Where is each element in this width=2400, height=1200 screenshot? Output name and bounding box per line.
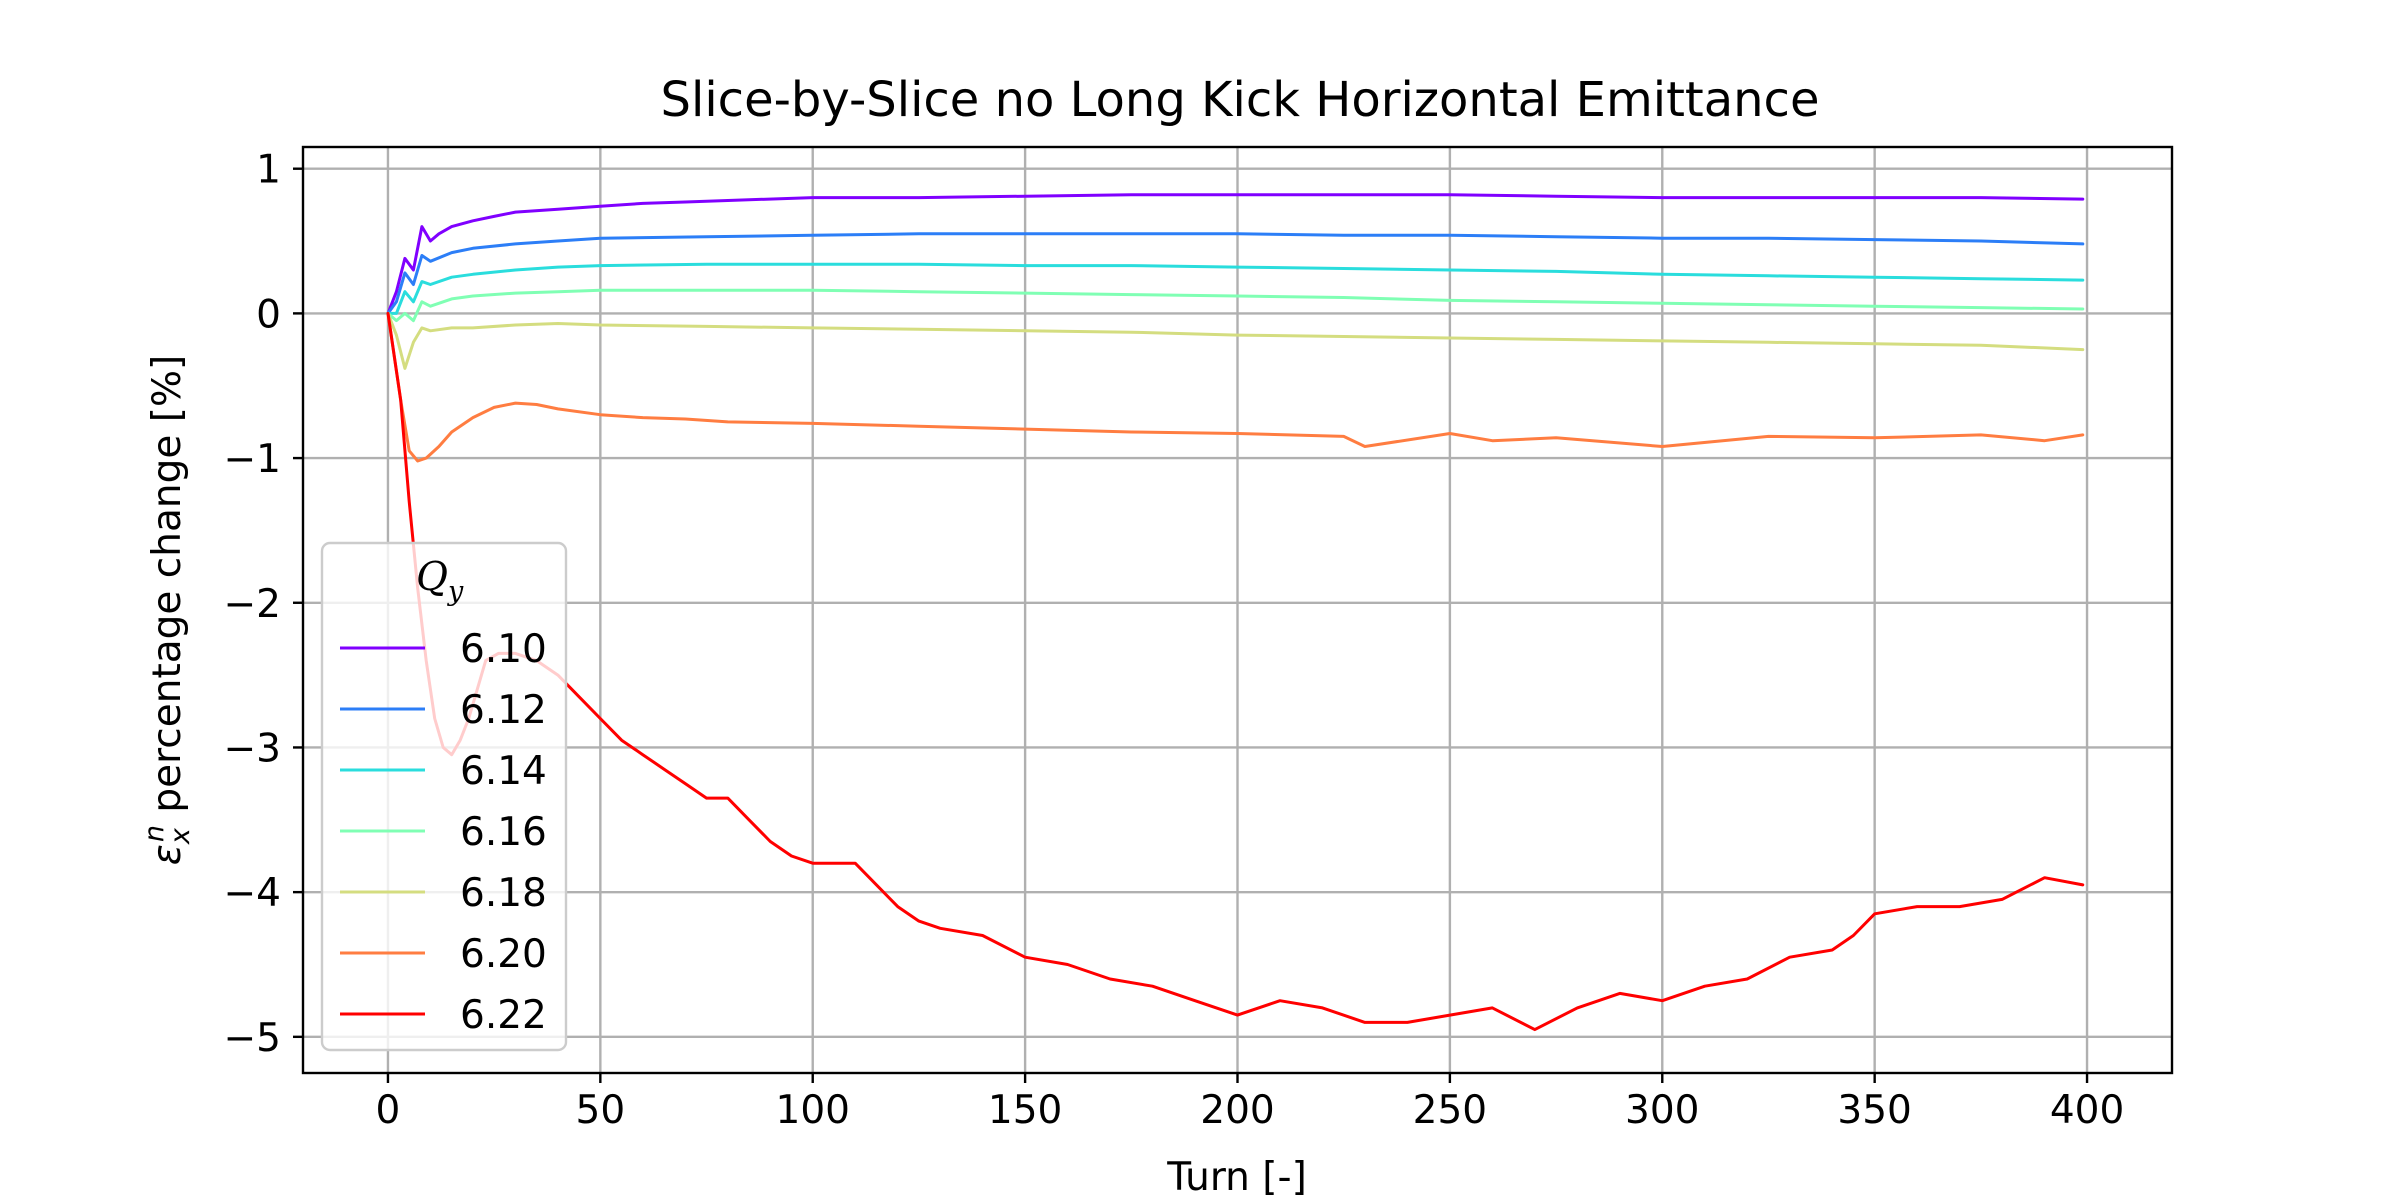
- y-axis-label-sub: x: [165, 827, 196, 845]
- x-tick-label: 400: [2050, 1088, 2124, 1133]
- legend-label-6-22: 6.22: [460, 993, 547, 1038]
- x-tick-label: 300: [1625, 1088, 1699, 1133]
- legend-label-6-10: 6.10: [460, 627, 547, 672]
- x-tick-label: 200: [1200, 1088, 1274, 1133]
- legend-label-6-12: 6.12: [460, 688, 547, 733]
- x-tick-label: 150: [988, 1088, 1062, 1133]
- x-tick-label: 50: [576, 1088, 626, 1133]
- x-axis-label: Turn [-]: [1166, 1155, 1307, 1200]
- grid-layer: [303, 147, 2172, 1073]
- legend-title-main: Q: [416, 555, 448, 600]
- tick-layer: 0 50 100 150 200 250 300 350 400 1 0 −1 −2 −3 −4 −5: [224, 148, 2125, 1133]
- y-axis-label-rest: percentage change [%]: [145, 355, 190, 825]
- x-tick-label: 350: [1837, 1088, 1911, 1133]
- x-tick-label: 100: [776, 1088, 850, 1133]
- legend-box: [320, 541, 568, 1052]
- y-tick-label: 0: [256, 292, 281, 337]
- series-layer: [386, 193, 2085, 1032]
- legend-title-sub: y: [447, 576, 464, 607]
- legend: Qy 6.10 6.12 6.14 6.16 6.18 6.20 6.22: [320, 541, 568, 1052]
- legend-title: Qy: [416, 555, 464, 607]
- y-axis-label: εxn percentage change [%]: [139, 355, 196, 865]
- series-line-6-18: [386, 311, 2085, 370]
- y-tick-label: −1: [224, 437, 282, 482]
- series-line-6-12: [386, 232, 2085, 315]
- legend-label-6-18: 6.18: [460, 871, 547, 916]
- legend-label-6-16: 6.16: [460, 810, 547, 855]
- y-tick-label: −3: [224, 726, 282, 771]
- x-tick-label: 0: [376, 1088, 401, 1133]
- y-axis-label-symbol: ε: [145, 844, 190, 865]
- y-tick-label: −5: [224, 1016, 282, 1061]
- chart-title: Slice-by-Slice no Long Kick Horizontal E…: [661, 72, 1820, 128]
- x-tick-label: 250: [1413, 1088, 1487, 1133]
- series-line-6-14: [386, 262, 2085, 315]
- y-axis-label-sup: n: [139, 825, 170, 842]
- legend-label-6-20: 6.20: [460, 932, 547, 977]
- series-line-6-16: [386, 288, 2085, 323]
- y-tick-label: −2: [224, 582, 282, 627]
- y-tick-label: −4: [224, 871, 282, 916]
- legend-label-6-14: 6.14: [460, 749, 547, 794]
- series-line-6-20: [386, 311, 2085, 463]
- series-line-6-10: [386, 193, 2085, 315]
- legend-entries: 6.10 6.12 6.14 6.16 6.18 6.20 6.22: [340, 627, 547, 1038]
- y-tick-label: 1: [256, 148, 281, 193]
